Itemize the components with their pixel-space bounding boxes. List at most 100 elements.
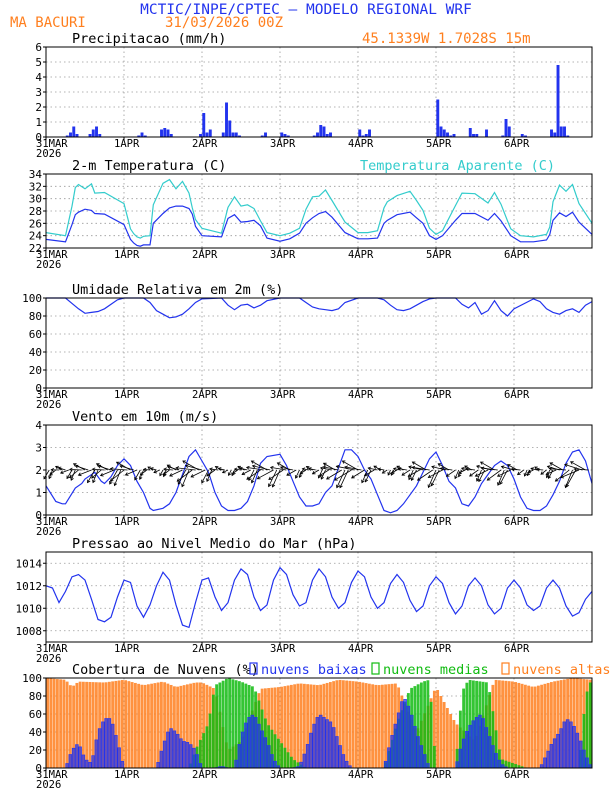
x-tick-label: 4APR	[348, 389, 374, 401]
wind-arrow	[417, 469, 433, 481]
y-tick-label: 32	[29, 180, 42, 193]
cloud-bar-nuvens-medias	[224, 678, 228, 768]
wind-arrow	[110, 468, 128, 471]
x-tick-label: 1APR	[114, 138, 140, 150]
wind-arrow-head	[499, 481, 503, 485]
cloud-bar-nuvens-medias	[455, 748, 459, 768]
wind-arrow-head	[334, 477, 338, 481]
legend-label: nuvens medias	[383, 662, 489, 678]
x-tick-label: 5APR	[426, 249, 452, 261]
wind-arrow	[336, 465, 355, 471]
y-tick-label: 20	[29, 744, 42, 757]
series-line-2-m-temperatura	[45, 205, 593, 247]
wind-arrow-head	[534, 466, 538, 470]
precip-bar	[225, 102, 228, 137]
x-tick-label: 31MAR	[36, 769, 68, 781]
y-tick-label: 60	[29, 708, 42, 721]
cloud-bar-nuvens-altas	[510, 681, 514, 768]
cloud-bar-nuvens-baixas	[539, 764, 544, 769]
cloud-bar-nuvens-altas	[380, 684, 384, 768]
wind-arrow-head	[320, 476, 325, 480]
y-tick-label: 100	[22, 672, 42, 685]
wind-arrow-head	[439, 466, 444, 471]
cloud-bar-nuvens-baixas	[117, 747, 121, 769]
wind-arrow	[524, 469, 528, 477]
wind-arrow	[185, 465, 203, 471]
cloud-bar-nuvens-baixas	[585, 757, 589, 769]
wind-arrow-head	[159, 472, 163, 477]
cloud-bar-nuvens-altas	[514, 682, 518, 768]
wind-arrow-head	[339, 484, 343, 489]
wind-arrow	[365, 469, 372, 482]
cloud-bar-nuvens-altas	[354, 681, 358, 768]
cloud-bar-nuvens-altas	[169, 684, 173, 768]
wind-arrow-head	[57, 466, 62, 471]
wind-arrow-head	[305, 466, 310, 470]
wind-arrow	[326, 469, 342, 480]
precip-bar	[436, 99, 440, 137]
cloud-bar-nuvens-altas	[159, 681, 163, 768]
cloud-bar-nuvens-altas	[273, 687, 277, 768]
wind-arrow-head	[268, 483, 272, 488]
wind-arrow-head	[221, 469, 226, 474]
wind-arrow	[411, 469, 417, 481]
wind-arrow	[75, 465, 89, 471]
precip-bar	[202, 113, 206, 137]
legend-swatch	[371, 662, 380, 675]
wind-arrow	[320, 469, 326, 480]
wind-arrow	[164, 468, 173, 471]
x-tick-label: 6APR	[504, 643, 530, 655]
wind-arrow-head	[97, 464, 102, 469]
cloud-bar-nuvens-medias	[501, 759, 505, 768]
y-tick-label: 24	[29, 230, 43, 243]
cloud-bar-nuvens-altas	[309, 684, 313, 768]
cloud-bar-nuvens-baixas	[588, 764, 593, 769]
wind-arrow-head	[153, 469, 158, 474]
wind-arrow-head	[286, 472, 290, 476]
wind-arrow	[312, 469, 320, 475]
cloud-bar-nuvens-altas	[91, 682, 95, 768]
cloud-bar-nuvens-medias	[426, 680, 430, 768]
cloud-bar-nuvens-altas	[296, 683, 300, 768]
wind-arrow-head	[276, 462, 281, 466]
precip-bar	[504, 119, 508, 137]
cloud-bar-nuvens-medias	[458, 710, 462, 768]
cloud-bar-nuvens-altas	[143, 684, 147, 768]
cloud-bar-nuvens-altas	[540, 684, 544, 768]
wind-arrow	[268, 469, 284, 480]
wind-arrow-head	[454, 475, 458, 480]
wind-arrow-head	[201, 479, 205, 484]
x-tick-label: 4APR	[348, 516, 374, 528]
wind-arrow-head	[206, 478, 210, 483]
cloud-bar-nuvens-baixas	[390, 735, 394, 769]
cloud-bar-nuvens-baixas	[250, 714, 255, 769]
precip-bar	[361, 135, 365, 137]
legend-label: nuvens altas	[513, 662, 611, 678]
wind-arrow-head	[570, 461, 574, 465]
cloud-bar-nuvens-baixas	[328, 721, 333, 769]
wind-arrow	[549, 468, 567, 471]
wind-arrow-head	[149, 467, 154, 471]
wind-arrow	[270, 467, 287, 471]
wind-arrow-head	[138, 476, 143, 481]
wind-arrow-head	[91, 475, 95, 479]
x-tick-label: 6APR	[504, 249, 530, 261]
y-tick-label: 80	[29, 310, 42, 323]
wind-arrow-head	[147, 466, 151, 470]
x-year-label: 2026	[36, 779, 61, 791]
cloud-bar-nuvens-altas	[517, 682, 521, 768]
wind-arrow-head	[49, 472, 53, 476]
precip-bar	[501, 135, 505, 137]
wind-arrow-head	[206, 472, 210, 477]
wind-arrow-head	[341, 460, 346, 464]
panel-frame	[45, 677, 593, 769]
x-tick-label: 5APR	[426, 516, 452, 528]
x-tick-label: 4APR	[348, 643, 374, 655]
cloud-bar-nuvens-baixas	[65, 763, 69, 769]
cloud-bar-nuvens-altas	[306, 684, 310, 768]
cloud-bar-nuvens-altas	[185, 684, 189, 768]
cloud-bar-nuvens-baixas	[120, 760, 125, 769]
wind-arrow-head	[280, 465, 284, 470]
cloud-bar-nuvens-altas	[559, 680, 563, 768]
